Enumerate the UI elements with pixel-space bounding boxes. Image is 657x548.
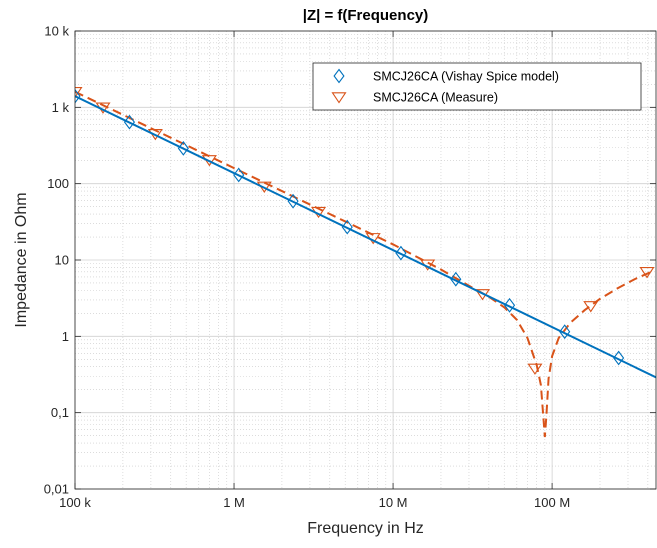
series-spice-model [75,88,656,379]
spice-model-marker [450,271,462,287]
y-tick-label: 0,01 [44,482,69,497]
y-axis-title: Impedance in Ohm [13,192,30,327]
spice-model-line [75,95,656,379]
x-tick-label: 100 M [534,495,570,510]
measure-marker [639,267,655,279]
series-layer [75,86,656,438]
y-tick-label: 0,1 [51,405,69,420]
x-tick-label: 10 M [379,495,408,510]
measure-line [75,90,652,438]
spice-model-marker [75,88,81,104]
measure-marker [527,363,543,375]
spice-model-marker [233,167,245,183]
measure-marker [75,86,83,99]
y-tick-label: 10 [55,253,69,268]
legend-marker [333,68,345,84]
spice-model-marker [613,350,625,366]
spice-model-marker [123,114,136,130]
spice-model-marker [287,193,299,209]
x-tick-label: 1 M [223,495,245,510]
spice-model-marker [559,324,571,340]
y-tick-label: 1 [62,329,69,344]
legend-marker [331,92,347,104]
spice-model-marker [503,297,516,313]
spice-model-marker [395,245,407,261]
legend-entry: SMCJ26CA (Measure) [331,91,498,105]
y-tick-label: 10 k [44,24,69,39]
legend: SMCJ26CA (Vishay Spice model) SMCJ26CA (M… [312,62,642,111]
spice-model-marker [341,219,353,235]
x-axis-title: Frequency in Hz [307,520,424,537]
y-tick-label: 100 [47,176,69,191]
spice-model-marker [177,140,189,156]
y-tick-label: 1 k [52,100,70,115]
measure-marker [583,301,599,313]
legend-label: SMCJ26CA (Vishay Spice model) [373,70,559,84]
x-tick-label: 100 k [59,495,91,510]
chart-title: |Z| = f(Frequency) [303,7,429,24]
axis-ticks: 100 k 1 M 10 M 100 M 0,01 0,1 1 10 100 1 k 10 k [44,24,656,510]
legend-entry: SMCJ26CA (Vishay Spice model) [333,68,559,84]
legend-label: SMCJ26CA (Measure) [373,91,498,105]
legend-box [312,62,642,111]
